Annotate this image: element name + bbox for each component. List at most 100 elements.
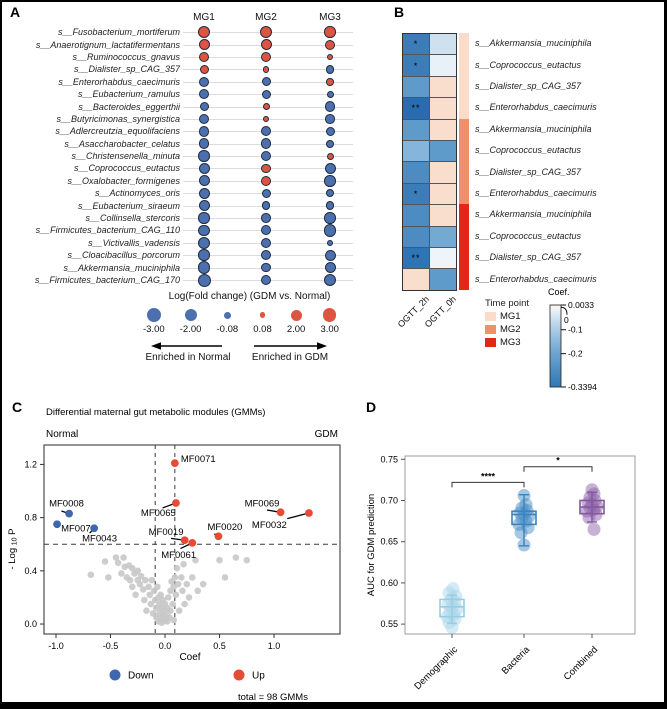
species-label: s__Dialister_sp_CAG_357: [73, 64, 180, 75]
panel-c-volcano: C Differential maternal gut metabolic mo…: [7, 399, 341, 702]
timepoint-strip-mg3: [459, 204, 469, 291]
ns-point: [143, 607, 150, 615]
auc-point: [585, 483, 599, 497]
fold-change-dot: [198, 162, 210, 174]
legend-dot: [259, 312, 266, 318]
species-row: s__Fusobacterium_mortiferum: [2, 25, 390, 39]
heatmap-cell: *: [403, 183, 429, 205]
ns-point: [118, 570, 125, 577]
fold-change-dot: [198, 249, 210, 261]
panel-a-legend-items: -3.00 -2.00 -0.08 0.08 2.00 3.00: [143, 307, 339, 335]
x-category-label-demographic: Demographic: [412, 644, 460, 692]
legend-dot: [146, 308, 161, 322]
plot-frame: [404, 455, 636, 635]
gmm-point-mf0043: [90, 524, 99, 533]
x-axis-label: Coef: [179, 652, 200, 663]
x-category-label-bacteria: Bacteria: [500, 644, 533, 677]
ns-point: [120, 554, 127, 561]
panel-b-heatmap: B * * ** * ** s__Akkermansia_muciniphila s__C…: [390, 2, 664, 397]
species-row: s__Coprococcus_eutactus: [2, 162, 390, 174]
ns-point: [87, 571, 95, 579]
ns-point: [129, 583, 136, 591]
fold-change-dot: [326, 90, 334, 98]
x-tick-label: 0.0: [159, 641, 172, 651]
ns-point: [154, 583, 161, 591]
fold-change-dot: [197, 273, 211, 287]
fold-change-dot: [198, 175, 210, 187]
species-label: s__Victivallis_vadensis: [88, 237, 180, 248]
panel-c-title: Differential maternal gut metabolic modu…: [46, 407, 265, 418]
heatmap-cell: **: [403, 247, 429, 269]
y-tick-label: 1.2: [24, 459, 37, 469]
legend-dot: [322, 308, 337, 322]
ns-point: [105, 574, 112, 581]
gmm-label-mf0061: MF0061: [161, 550, 196, 561]
ns-point: [221, 574, 229, 581]
fold-change-dot: [199, 113, 209, 124]
legend-value: -2.00: [179, 324, 202, 335]
gmm-point-mf0019: [180, 536, 189, 545]
heatmap-cell: *: [403, 34, 429, 55]
fold-change-dot: [260, 237, 272, 249]
ns-point: [183, 580, 191, 588]
fold-change-dot: [261, 225, 271, 236]
gmm-label-mf0078: MF0078: [61, 523, 96, 534]
fold-change-dot: [198, 39, 210, 51]
ns-point: [216, 556, 223, 564]
heatmap-cell: [430, 269, 456, 290]
species-row: s__Ruminococcus_gnavus: [2, 51, 390, 63]
fold-change-dot: [198, 212, 210, 224]
species-label: s__Coprococcus_eutactus: [73, 163, 180, 174]
gmm-point-mf0065: [172, 499, 180, 507]
heatmap-species-label: s__Akkermansia_muciniphila: [475, 209, 592, 220]
fold-change-dot: [197, 236, 211, 250]
y-tick-label: 0.60: [380, 578, 398, 588]
species-label: s__Enterorhabdus_caecimuris: [58, 76, 180, 87]
heatmap-species-label: s__Coprococcus_eutactus: [475, 145, 582, 156]
coef-tick-label: -0.1: [568, 325, 583, 335]
enriched-in-gdm-label: Enriched in GDM: [251, 352, 329, 363]
gmm-point-mf0071: [170, 459, 179, 467]
enrichment-arrows: [151, 342, 327, 350]
x-tick-label: 0.5: [213, 641, 226, 651]
species-row: s__Cloacibacillus_porcorum: [2, 249, 390, 261]
fold-change-dot: [326, 53, 334, 61]
fold-change-dot: [326, 78, 334, 86]
column-header-mg1: MG1: [193, 12, 215, 23]
y-tick-label: 0.75: [380, 454, 398, 464]
species-label: s__Fusobacterium_mortiferum: [57, 27, 180, 38]
fold-change-dot: [261, 51, 271, 62]
fold-change-dot: [260, 150, 272, 162]
heatmap-cell: [430, 205, 456, 226]
ns-point: [181, 600, 188, 608]
species-row: s__Eubacterium_siraeum: [2, 199, 390, 212]
ns-point: [145, 583, 152, 591]
fold-change-dot: [324, 212, 336, 224]
panel-a-legend-title: Log(Fold change) (GDM vs. Normal): [168, 291, 331, 302]
heatmap-cell: [403, 269, 429, 290]
gmm-label-mf0019: MF0019: [149, 527, 184, 538]
box-demographic: [439, 598, 465, 618]
heatmap-cell: [430, 55, 456, 76]
legend-dot-box: [146, 307, 161, 323]
fold-change-dot: [263, 116, 269, 122]
ns-point: [147, 600, 155, 608]
heatmap-species-label: s__Enterorhabdus_caecimuris: [475, 102, 597, 113]
fold-change-dot: [326, 139, 334, 148]
fold-change-dot: [324, 262, 336, 274]
timepoint-legend-items: MG1 MG2 MG3: [485, 311, 529, 348]
species-row: s__Butyricimonas_synergistica: [2, 113, 390, 125]
legend-up-dot: [233, 669, 245, 681]
heatmap-species-label: s__Enterorhabdus_caecimuris: [475, 273, 597, 284]
fold-change-dot: [198, 138, 210, 149]
y-axis-label: - Log 10 P: [7, 528, 19, 569]
species-label: s__Firmicutes_bacterium_CAG_110: [35, 225, 180, 236]
heatmap-cell: [430, 34, 456, 55]
panel-a-species-dotplot: A MG1 MG2 MG3 s__Fusobacterium_mortiferu…: [2, 2, 390, 397]
ns-point: [188, 574, 196, 581]
heatmap-cell: [403, 162, 429, 183]
species-dot-rows: s__Fusobacterium_mortiferum s__Anaerotign…: [2, 25, 390, 287]
fold-change-dot: [261, 163, 271, 174]
enriched-in-normal-label: Enriched in Normal: [145, 352, 231, 363]
